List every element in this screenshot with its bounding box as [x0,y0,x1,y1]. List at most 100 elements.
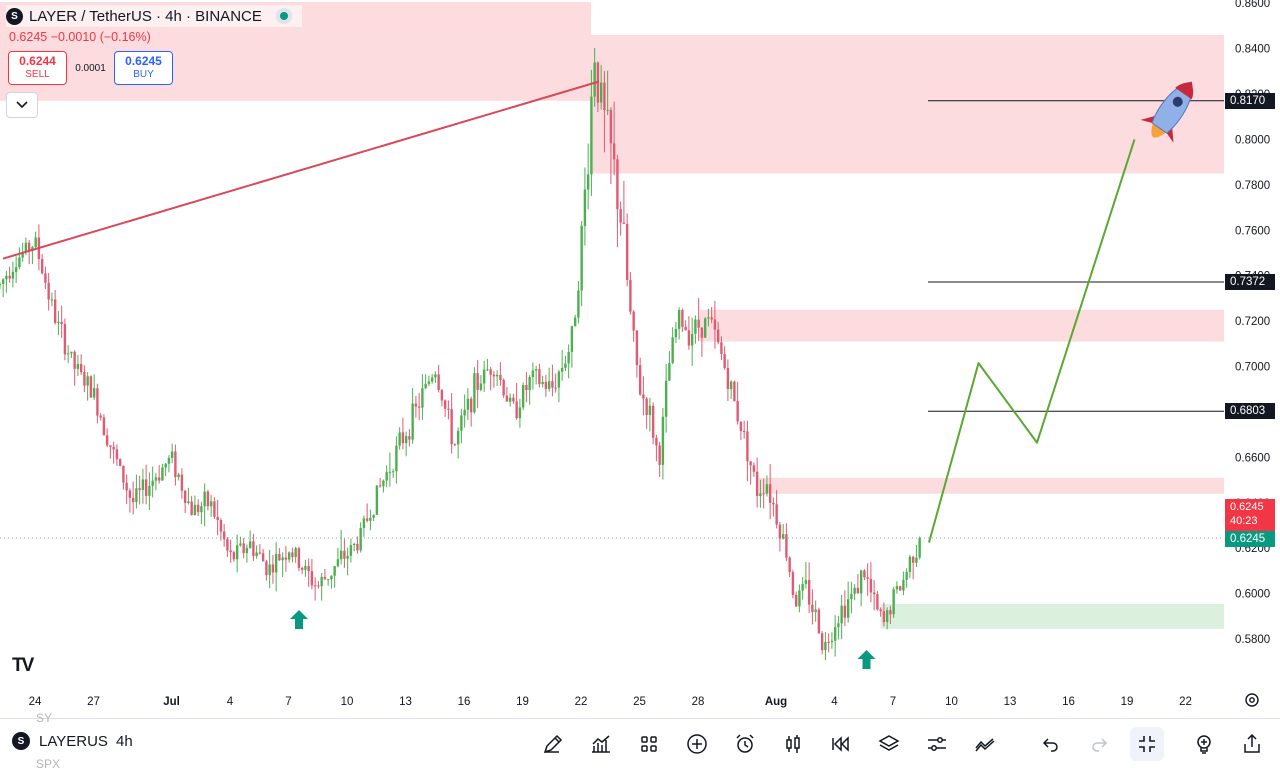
price-chart[interactable]: 0.86000.84000.82000.80000.78000.76000.74… [0,0,1280,718]
candle [443,399,447,417]
price-label-0.8170: 0.8170 [1225,92,1275,109]
candle [112,441,115,464]
timeframe-selector[interactable]: 4h [116,733,133,750]
sell-button[interactable]: 0.6244 SELL [8,51,67,85]
candle-body [612,143,616,160]
candle-body [603,82,606,111]
buy-button[interactable]: 0.6245 BUY [114,51,173,85]
candle-body [346,555,349,559]
y-tick-label: 0.7800 [1235,180,1270,192]
candle-body [577,290,580,318]
candle [739,421,743,440]
candle-body [456,430,460,445]
candle-body [53,299,57,323]
candle-body [593,62,596,97]
replay-button[interactable] [825,728,857,760]
candle-body [642,394,645,399]
candle-body [14,267,18,272]
candle-body [339,550,343,560]
current-price-value: 0.6245 [1230,501,1264,514]
alerts-button[interactable] [729,728,761,760]
candle-body [889,610,892,615]
candle [755,457,759,508]
candle [323,569,327,580]
candle [294,546,297,563]
candle-body [671,337,674,364]
candle-body [512,397,515,402]
candle [164,462,167,477]
candle-body [811,604,814,613]
candle-body [255,552,258,557]
layouts-button[interactable] [633,728,665,760]
candle [495,370,499,386]
candle-body [450,409,453,445]
symbol-header[interactable]: S LAYER / TetherUS · 4h · BINANCE [6,5,302,27]
exit-fullscreen-button[interactable] [1130,727,1164,761]
candle [378,477,382,488]
candle [339,530,343,565]
symbol-selector[interactable]: S LAYERUS [12,732,108,750]
candle [863,569,866,581]
redo-button[interactable] [1083,728,1115,760]
x-tick-label: 22 [1179,696,1192,708]
candle-body [443,400,447,409]
candle [375,485,379,516]
candle-body [216,516,219,521]
y-tick-label: 0.7200 [1235,316,1270,328]
candle [778,521,782,552]
candle-body [460,415,463,431]
trend-tools-button[interactable] [969,728,1001,760]
candle [716,321,720,345]
rocket-fin-left [1140,115,1156,123]
candle [291,547,294,563]
candle-body [638,365,642,395]
candle-body [781,534,785,539]
price-label-0.7372: 0.7372 [1225,274,1275,291]
candle [193,495,197,516]
undo-button[interactable] [1035,728,1067,760]
buy-price: 0.6245 [125,54,162,69]
candle [385,465,388,488]
candle [434,371,437,383]
candle [710,306,713,324]
candle [352,542,356,552]
x-tick-label: 24 [29,696,42,708]
candle-body [651,405,655,438]
candle [239,536,242,547]
add-button[interactable] [681,728,713,760]
drawing-tools-button[interactable] [537,728,569,760]
candle [5,270,8,293]
candle-body [632,311,635,331]
x-tick-label: 25 [633,696,646,708]
candle [820,630,824,655]
candle-body [245,547,249,554]
share-button[interactable] [1236,728,1268,760]
candle-body [609,109,613,144]
object-tree-button[interactable] [873,728,905,760]
candle [697,298,700,341]
candle [749,460,752,485]
collapse-legend-button[interactable] [6,92,38,118]
candle-body [772,502,775,505]
candle [590,69,593,196]
candle [872,580,876,611]
candle [219,518,223,541]
candle-body [281,557,284,561]
candle [664,364,668,433]
candle-body [323,576,327,580]
current-price-label: 0.6245 40:23 [1225,499,1275,532]
settings-button[interactable] [921,728,953,760]
candle [531,362,535,390]
candle [362,515,366,537]
share-icon [1244,733,1260,753]
candle-body [265,561,268,576]
indicators-button[interactable] [585,728,617,760]
tradingview-logo[interactable]: TV [12,655,34,676]
candle [707,308,710,327]
ideas-button[interactable] [1188,728,1220,760]
candle [606,70,609,116]
chart-type-button[interactable] [777,728,809,760]
symbol-list-ghost-above: SY [36,711,53,725]
candle-body [681,310,684,327]
candle [609,107,613,185]
